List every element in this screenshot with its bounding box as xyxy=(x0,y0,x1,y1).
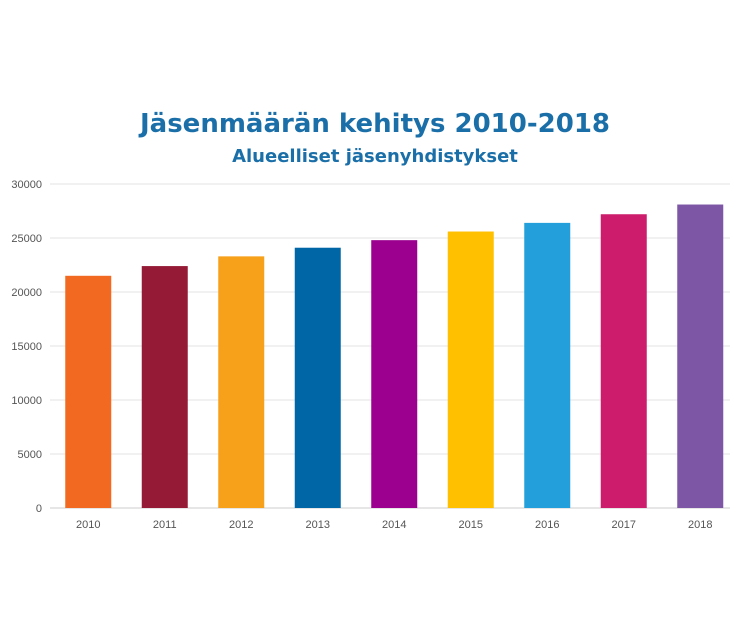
y-tick-label: 5000 xyxy=(18,449,42,461)
x-tick-label: 2015 xyxy=(459,519,483,531)
bar-2016 xyxy=(524,222,571,508)
y-tick-label: 30000 xyxy=(11,179,42,191)
y-tick-label: 0 xyxy=(36,503,42,515)
y-tick-label: 25000 xyxy=(11,233,42,245)
y-axis: 0 5000 10000 15000 20000 25000 30000 xyxy=(11,179,42,515)
bars xyxy=(65,204,724,509)
y-tick-label: 20000 xyxy=(11,287,42,299)
x-tick-label: 2012 xyxy=(229,519,253,531)
bar-2015 xyxy=(447,231,494,508)
x-tick-label: 2017 xyxy=(612,519,636,531)
y-tick-label: 10000 xyxy=(11,395,42,407)
bar-2014 xyxy=(371,240,418,508)
bar-2013 xyxy=(294,247,341,508)
chart-title: Jäsenmäärän kehitys 2010-2018 xyxy=(138,109,610,139)
bar-2018 xyxy=(677,204,724,508)
y-tick-label: 15000 xyxy=(11,341,42,353)
bar-2012 xyxy=(218,256,265,508)
x-tick-label: 2010 xyxy=(76,519,100,531)
x-tick-label: 2013 xyxy=(306,519,330,531)
x-tick-label: 2016 xyxy=(535,519,559,531)
x-tick-label: 2014 xyxy=(382,519,406,531)
bar-2010 xyxy=(65,275,112,508)
x-axis: 2010 2011 2012 2013 2014 2015 2016 2017 2018 xyxy=(76,519,712,531)
bar-2017 xyxy=(600,214,647,509)
chart-subtitle: Alueelliset jäsenyhdistykset xyxy=(232,146,518,167)
x-tick-label: 2011 xyxy=(153,519,177,531)
bar-2011 xyxy=(141,266,188,508)
x-tick-label: 2018 xyxy=(688,519,712,531)
